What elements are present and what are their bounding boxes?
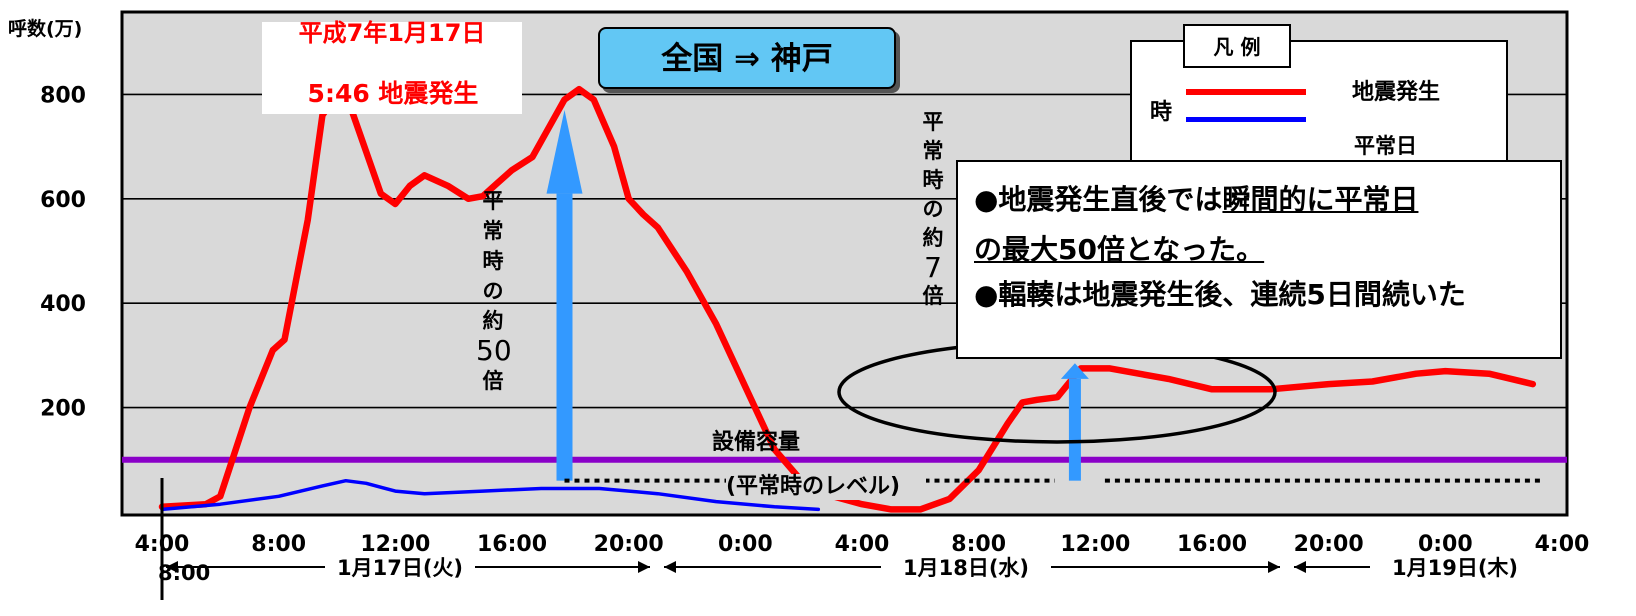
multiplier-char: 倍 (922, 284, 944, 308)
x-tick-label: 0:00 (1418, 532, 1473, 557)
date-arrow-2-head-right (1268, 561, 1280, 573)
capacity-label: 設備容量 (712, 430, 801, 455)
date-arrow-1-head-left (166, 561, 178, 573)
x-tick-label: 4:00 (1535, 532, 1590, 557)
multiplier-char: の (922, 197, 944, 221)
legend-label-quake: 地震発生 (1352, 80, 1441, 105)
multiplier-char: 時 (922, 168, 944, 192)
date-label-bg (1370, 553, 1540, 581)
quake-note-date: 平成7年1月17日 (298, 19, 486, 47)
callout-line-1a: ●地震発生直後では (974, 183, 1223, 216)
multiplier-char: 約 (922, 226, 944, 250)
date-arrow-3-head-left (1294, 561, 1306, 573)
callout-line-1: ●地震発生直後では瞬間的に平常日 (974, 178, 1418, 218)
date-label-bg (881, 553, 1051, 581)
legend-swatch-quake (1186, 89, 1306, 95)
legend-title: 凡 例 (1183, 24, 1291, 68)
callout-line-1b: 瞬間的に平常日 (1222, 183, 1419, 216)
x-tick-label: 20:00 (594, 532, 664, 557)
x-tick-label: 12:00 (1060, 532, 1130, 557)
normal-level-label: (平常時のレベル) (726, 474, 926, 500)
x-tick-label: 0:00 (718, 532, 773, 557)
legend-left-label: 時 (1150, 100, 1173, 125)
x-tick-label: 12:00 (360, 532, 430, 557)
y-tick-label: 800 (40, 83, 86, 108)
date-label: 1月18日(水) (903, 556, 1029, 580)
series-line-normal (160, 478, 821, 512)
arrow-50-shaft (556, 193, 573, 481)
x-tick-label: 16:00 (1177, 532, 1247, 557)
x-tick-label: 16:00 (477, 532, 547, 557)
multiplier-50-label: 平常時の約 50 倍 (476, 186, 512, 396)
callout-line-2: の最大50倍となった。 (974, 233, 1265, 266)
multiplier-char: 平 (482, 189, 504, 213)
x-tick-label: 8:00 (951, 532, 1006, 557)
multiplier-char: 50 (476, 334, 512, 367)
callout-box (956, 160, 1562, 359)
legend-label-normal: 平常日 (1354, 134, 1417, 158)
y-tick-label: 600 (40, 188, 86, 213)
multiplier-char: 常 (922, 139, 944, 163)
x-tick-label: 8:00 (251, 532, 306, 557)
x-tick-label: 20:00 (1294, 532, 1364, 557)
quake-note (262, 22, 522, 114)
series-line-quake (158, 85, 1537, 513)
date-arrow-2-head-left (664, 561, 676, 573)
arrow-7-shaft (1068, 378, 1081, 481)
multiplier-char: 時 (482, 249, 504, 273)
y-tick-label: 200 (40, 397, 86, 422)
arrow-50-head (546, 110, 583, 194)
x-extra-label: 8:00 (158, 561, 210, 585)
multiplier-char: の (482, 279, 504, 303)
date-label-bg (325, 553, 475, 581)
multiplier-char: 約 (482, 309, 504, 333)
date-label: 1月17日(火) (337, 556, 463, 580)
quake-note-time: 5:46 地震発生 (307, 79, 479, 108)
header-title: 全国 ⇒ 神戸 (598, 27, 896, 89)
legend-swatch-normal (1186, 117, 1306, 122)
y-axis-title: 呼数(万) (8, 18, 83, 40)
date-arrow-1-head-right (638, 561, 650, 573)
x-tick-label: 4:00 (835, 532, 890, 557)
y-tick-label: 400 (40, 292, 86, 317)
header-title-text: 全国 ⇒ 神戸 (661, 41, 833, 77)
multiplier-char: 平 (922, 110, 944, 134)
arrow-7-head (1060, 363, 1089, 379)
date-label: 1月19日(木) (1392, 556, 1518, 580)
multiplier-char: 7 (924, 251, 942, 284)
multiplier-char: 倍 (482, 369, 504, 393)
multiplier-char: 常 (482, 219, 504, 243)
callout-line-3: ●輻輳は地震発生後、連続5日間続いた (974, 278, 1466, 311)
